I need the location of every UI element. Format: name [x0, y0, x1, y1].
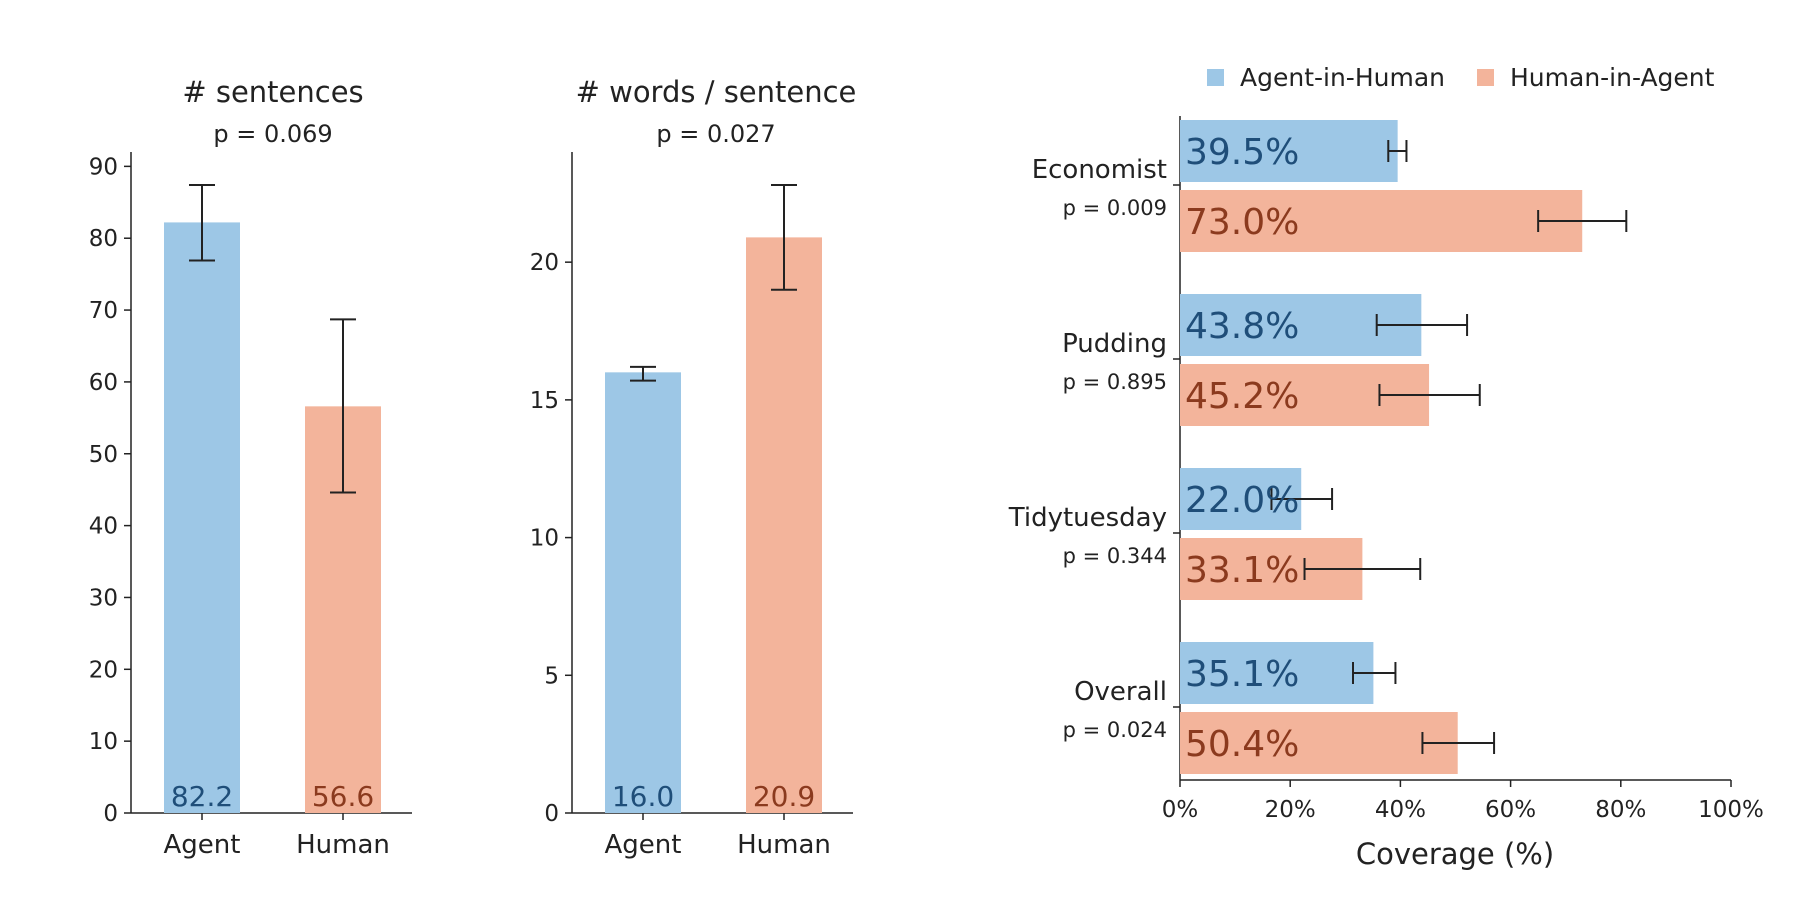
- data-label: 39.5%: [1185, 132, 1299, 173]
- legend-swatch-agent-in-human: [1207, 69, 1224, 86]
- x-tick-label: Human: [737, 830, 831, 860]
- legend-swatch-human-in-agent: [1477, 69, 1494, 86]
- y-tick-label: 20: [89, 657, 118, 683]
- y-tick-label: 30: [89, 585, 118, 611]
- bar-human: [746, 237, 822, 814]
- bar-human-in-agent: [1180, 190, 1583, 252]
- data-label: 20.9: [753, 780, 815, 813]
- bar-agent-in-human: [1180, 120, 1398, 182]
- data-label: 45.2%: [1185, 376, 1299, 417]
- data-label: 73.0%: [1185, 202, 1299, 243]
- y-tick-label: Economist: [1032, 155, 1167, 185]
- y-tick-label: 20: [530, 250, 559, 276]
- coverage-chart: Agent-in-Human Human-in-Agent Coverage (…: [1008, 63, 1764, 871]
- x-tick-label: 20%: [1265, 797, 1316, 823]
- legend-label-agent-in-human: Agent-in-Human: [1240, 63, 1445, 92]
- y-tick-label: 40: [89, 514, 118, 540]
- y-tick-label: Tidytuesday: [1008, 503, 1167, 533]
- words-per-sentence-chart: # words / sentence p = 0.027 0 5 10 15 20 16.…: [530, 75, 857, 860]
- x-tick-label: Agent: [605, 830, 682, 860]
- chart-subtitle: p = 0.027: [656, 120, 775, 148]
- y-tick-label: 5: [544, 663, 559, 689]
- y-tick-label: Pudding: [1062, 329, 1167, 359]
- bar-agent: [164, 222, 240, 813]
- data-label: 43.8%: [1185, 306, 1299, 347]
- x-axis-label: Coverage (%): [1356, 837, 1554, 871]
- y-tick-label: Overall: [1074, 677, 1167, 707]
- category-pvalue: p = 0.009: [1063, 196, 1167, 220]
- x-tick-label: 80%: [1595, 797, 1646, 823]
- y-tick-label: 10: [89, 729, 118, 755]
- bar-agent: [605, 372, 681, 813]
- x-tick-label: Human: [296, 830, 390, 860]
- data-label: 35.1%: [1185, 654, 1299, 695]
- y-tick-label: 0: [544, 801, 559, 827]
- x-tick-label: 0%: [1162, 797, 1199, 823]
- sentences-chart: # sentences p = 0.069 0 10 20 30 40 50 60 70 80 9…: [89, 75, 412, 860]
- y-tick-label: 70: [89, 298, 118, 324]
- chart-title: # words / sentence: [576, 75, 857, 109]
- category-pvalue: p = 0.895: [1063, 370, 1167, 394]
- bar-human-in-agent: [1180, 712, 1458, 774]
- category-pvalue: p = 0.024: [1063, 718, 1167, 742]
- data-label: 22.0%: [1185, 480, 1299, 521]
- legend-label-human-in-agent: Human-in-Agent: [1510, 63, 1715, 92]
- data-label: 82.2: [171, 780, 233, 813]
- legend: Agent-in-Human Human-in-Agent: [1207, 63, 1715, 92]
- data-label: 50.4%: [1185, 724, 1299, 765]
- x-tick-label: 60%: [1485, 797, 1536, 823]
- y-tick-label: 10: [530, 526, 559, 552]
- data-label: 56.6: [312, 780, 374, 813]
- data-label: 33.1%: [1185, 550, 1299, 591]
- y-tick-label: 60: [89, 370, 118, 396]
- x-tick-label: 100%: [1698, 797, 1764, 823]
- category-pvalue: p = 0.344: [1063, 544, 1167, 568]
- y-tick-label: 50: [89, 442, 118, 468]
- y-tick-label: 90: [89, 154, 118, 180]
- bar-agent-in-human: [1180, 642, 1374, 704]
- chart-title: # sentences: [182, 75, 363, 109]
- data-label: 16.0: [612, 780, 674, 813]
- y-tick-label: 15: [530, 388, 559, 414]
- x-tick-label: 40%: [1375, 797, 1426, 823]
- y-tick-label: 80: [89, 226, 118, 252]
- y-tick-label: 0: [103, 801, 118, 827]
- x-tick-label: Agent: [164, 830, 241, 860]
- chart-subtitle: p = 0.069: [213, 120, 332, 148]
